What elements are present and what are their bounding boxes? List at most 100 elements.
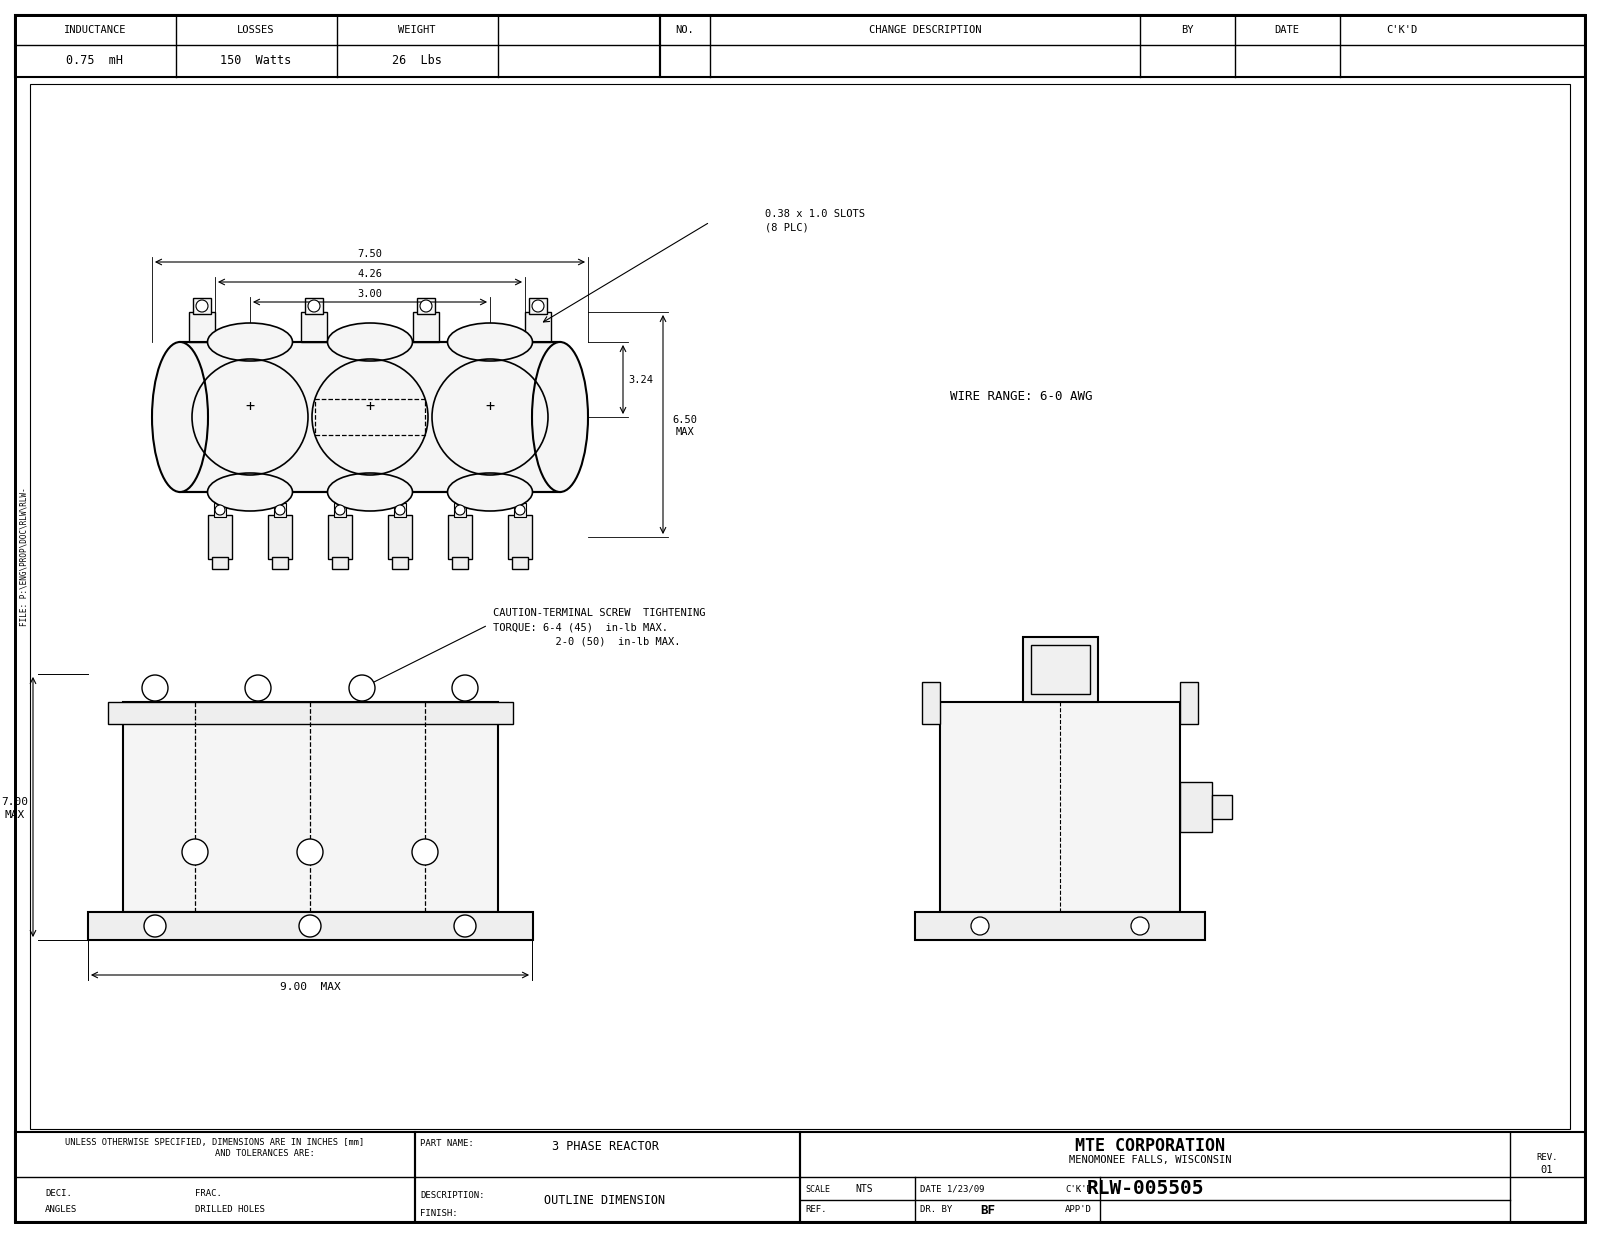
Text: FINISH:: FINISH: xyxy=(419,1210,458,1218)
Text: APP'D: APP'D xyxy=(1066,1206,1091,1215)
Text: (8 PLC): (8 PLC) xyxy=(765,223,808,233)
Bar xyxy=(301,312,326,341)
Bar xyxy=(509,515,531,559)
Bar xyxy=(915,912,1205,940)
Bar xyxy=(109,703,514,724)
Text: 7.50: 7.50 xyxy=(357,249,382,259)
Circle shape xyxy=(245,675,270,701)
Text: OUTLINE DIMENSION: OUTLINE DIMENSION xyxy=(544,1194,666,1206)
Text: CAUTION-TERMINAL SCREW  TIGHTENING: CAUTION-TERMINAL SCREW TIGHTENING xyxy=(493,609,706,618)
Circle shape xyxy=(395,505,405,515)
Text: 0.38 x 1.0 SLOTS: 0.38 x 1.0 SLOTS xyxy=(765,209,866,219)
Text: 150  Watts: 150 Watts xyxy=(221,54,291,68)
Text: MAX: MAX xyxy=(675,427,694,437)
Text: BY: BY xyxy=(1181,25,1194,35)
Bar xyxy=(448,515,472,559)
Circle shape xyxy=(142,675,168,701)
Bar xyxy=(194,298,211,314)
Bar xyxy=(208,515,232,559)
Text: 3.24: 3.24 xyxy=(629,375,653,385)
Ellipse shape xyxy=(448,473,533,511)
Bar xyxy=(1030,644,1090,694)
Circle shape xyxy=(214,505,226,515)
Bar xyxy=(189,312,214,341)
Bar xyxy=(525,312,550,341)
Circle shape xyxy=(419,301,432,312)
Bar xyxy=(414,1132,800,1222)
Bar xyxy=(1181,682,1198,724)
Bar xyxy=(88,912,533,940)
Bar xyxy=(530,298,547,314)
Text: 2-0 (50)  in-lb MAX.: 2-0 (50) in-lb MAX. xyxy=(493,636,680,646)
Text: BF: BF xyxy=(979,1204,995,1216)
Text: 7.00: 7.00 xyxy=(2,797,29,807)
Circle shape xyxy=(1131,917,1149,935)
Bar xyxy=(211,557,229,569)
Bar xyxy=(387,515,413,559)
Ellipse shape xyxy=(448,323,533,361)
Circle shape xyxy=(349,675,374,701)
Bar xyxy=(453,557,467,569)
Text: DECI.: DECI. xyxy=(45,1190,72,1199)
Text: 0.75  mH: 0.75 mH xyxy=(67,54,123,68)
Circle shape xyxy=(299,915,322,936)
Ellipse shape xyxy=(328,473,413,511)
Bar xyxy=(800,1132,1586,1222)
Text: 9.00  MAX: 9.00 MAX xyxy=(280,982,341,992)
Bar xyxy=(214,503,226,517)
Text: MTE CORPORATION: MTE CORPORATION xyxy=(1075,1137,1226,1155)
Text: DATE: DATE xyxy=(1275,25,1299,35)
Text: DR. BY: DR. BY xyxy=(920,1206,952,1215)
Circle shape xyxy=(971,917,989,935)
Bar xyxy=(179,341,560,492)
Text: WIRE RANGE: 6-0 AWG: WIRE RANGE: 6-0 AWG xyxy=(950,391,1093,403)
Text: INDUCTANCE: INDUCTANCE xyxy=(64,25,126,35)
Circle shape xyxy=(275,505,285,515)
Text: +: + xyxy=(365,400,374,414)
Text: DRILLED HOLES: DRILLED HOLES xyxy=(195,1206,266,1215)
Circle shape xyxy=(334,505,346,515)
Text: SCALE: SCALE xyxy=(805,1185,830,1194)
Text: 3.00: 3.00 xyxy=(357,289,382,299)
Text: DESCRIPTION:: DESCRIPTION: xyxy=(419,1190,485,1200)
Text: AND TOLERANCES ARE:: AND TOLERANCES ARE: xyxy=(214,1149,315,1159)
Bar xyxy=(941,703,1181,912)
Circle shape xyxy=(454,915,477,936)
Circle shape xyxy=(515,505,525,515)
Bar xyxy=(14,15,661,77)
Ellipse shape xyxy=(328,323,413,361)
Bar xyxy=(30,84,1570,1129)
Circle shape xyxy=(413,839,438,865)
Circle shape xyxy=(454,505,466,515)
Text: NTS: NTS xyxy=(854,1184,872,1194)
Bar xyxy=(454,503,466,517)
Text: 01: 01 xyxy=(1541,1165,1554,1175)
Bar xyxy=(413,312,438,341)
Bar xyxy=(274,503,286,517)
Bar xyxy=(922,682,941,724)
Ellipse shape xyxy=(208,473,293,511)
Circle shape xyxy=(144,915,166,936)
Bar xyxy=(328,515,352,559)
Bar xyxy=(392,557,408,569)
Bar xyxy=(333,557,349,569)
Circle shape xyxy=(298,839,323,865)
Bar xyxy=(315,400,426,435)
Bar xyxy=(661,15,1586,77)
Text: FRAC.: FRAC. xyxy=(195,1190,222,1199)
Text: PART NAME:: PART NAME: xyxy=(419,1139,474,1148)
Text: 6.50: 6.50 xyxy=(672,414,698,426)
Text: NO.: NO. xyxy=(675,25,694,35)
Bar xyxy=(1022,637,1098,703)
Text: 26  Lbs: 26 Lbs xyxy=(392,54,442,68)
Circle shape xyxy=(531,301,544,312)
Bar xyxy=(512,557,528,569)
Text: MENOMONEE FALLS, WISCONSIN: MENOMONEE FALLS, WISCONSIN xyxy=(1069,1155,1232,1165)
Text: +: + xyxy=(485,400,494,414)
Text: TORQUE: 6-4 (45)  in-lb MAX.: TORQUE: 6-4 (45) in-lb MAX. xyxy=(493,622,669,632)
Bar xyxy=(514,503,526,517)
Circle shape xyxy=(182,839,208,865)
Circle shape xyxy=(453,675,478,701)
Text: DATE 1/23/09: DATE 1/23/09 xyxy=(920,1185,984,1194)
Text: C'K'D: C'K'D xyxy=(1386,25,1418,35)
